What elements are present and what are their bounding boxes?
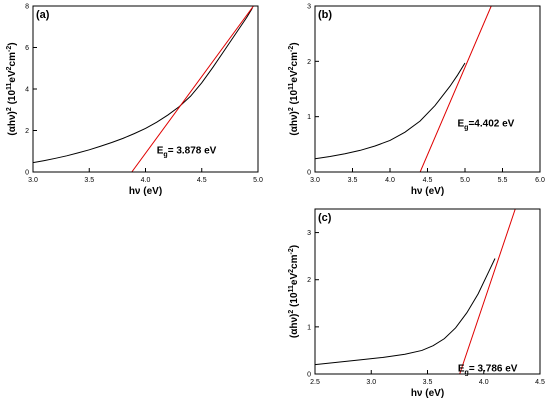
panel-label: (a)	[36, 9, 50, 21]
x-tick-label: 3.5	[348, 177, 358, 184]
x-tick-label: 3.0	[310, 177, 320, 184]
x-tick-label: 4.5	[197, 177, 207, 184]
bandgap-annotation: Eg= 3.878 eV	[157, 145, 217, 158]
y-tick-label: 6	[25, 45, 29, 52]
absorption-curve	[315, 62, 466, 160]
y-tick-label: 8	[25, 4, 29, 11]
x-tick-label: 6.0	[535, 177, 545, 184]
x-tick-label: 3.0	[28, 177, 38, 184]
y-tick-label: 4	[25, 87, 29, 94]
x-tick-label: 4.0	[479, 379, 489, 386]
y-tick-label: 2	[307, 277, 311, 284]
x-tick-label: 3.0	[366, 379, 376, 386]
x-axis-label: hν (eV)	[129, 186, 162, 197]
y-tick-label: 2	[25, 128, 29, 135]
x-tick-label: 4.0	[385, 177, 395, 184]
plot-frame	[314, 5, 541, 173]
x-tick-label: 5.0	[460, 177, 470, 184]
linear-fit-line	[419, 6, 492, 172]
y-tick-label: 3	[307, 4, 311, 11]
linear-fit-line	[131, 6, 254, 172]
x-tick-label: 5.5	[498, 177, 508, 184]
y-tick-label: 0	[307, 372, 311, 379]
y-tick-label: 1	[307, 114, 311, 121]
linear-fit-line	[459, 209, 516, 374]
y-tick-label: 1	[307, 324, 311, 331]
panel-label: (c)	[318, 212, 332, 224]
plot-frame	[32, 5, 259, 173]
bandgap-annotation: Eg= 3.786 eV	[458, 364, 518, 377]
x-axis-label: hν (eV)	[411, 388, 444, 399]
y-axis-label: (αhν)2 (1011eV2cm-2)	[288, 245, 300, 338]
x-tick-label: 3.5	[423, 379, 433, 386]
x-tick-label: 3.5	[84, 177, 94, 184]
x-tick-label: 4.0	[141, 177, 151, 184]
bandgap-annotation: Eg=4.402 eV	[458, 119, 515, 132]
y-tick-label: 0	[25, 170, 29, 177]
x-tick-label: 2.5	[310, 379, 320, 386]
y-tick-label: 2	[307, 59, 311, 66]
x-tick-label: 4.5	[423, 177, 433, 184]
y-axis-label: (αhν)2 (1011eV2cm-2)	[288, 42, 300, 135]
panel-label: (b)	[318, 9, 332, 21]
plot-frame	[314, 208, 541, 375]
absorption-curve	[33, 7, 253, 164]
panel-c: 2.5 3.0 3.5 4.0 4.5 0 1 2 3 (c) Eg= 3.786 eV hν (eV…	[288, 208, 545, 399]
x-axis-label: hν (eV)	[411, 186, 444, 197]
y-tick-label: 3	[307, 230, 311, 237]
y-axis-label: (αhν)2 (1011eV2cm-2)	[6, 42, 18, 135]
y-tick-label: 0	[307, 170, 311, 177]
absorption-curve	[315, 258, 496, 366]
x-tick-label: 5.0	[253, 177, 263, 184]
panel-b: 3.0 3.5 4.0 4.5 5.0 5.5 6.0 0 1 2 3 (b) Eg=4.402 eV h…	[288, 4, 545, 198]
x-tick-label: 4.5	[535, 379, 545, 386]
panel-a: 3.0 3.5 4.0 4.5 5.0 0 2 4 6 8 (a) Eg= 3.878 eV hν (e…	[6, 4, 263, 198]
